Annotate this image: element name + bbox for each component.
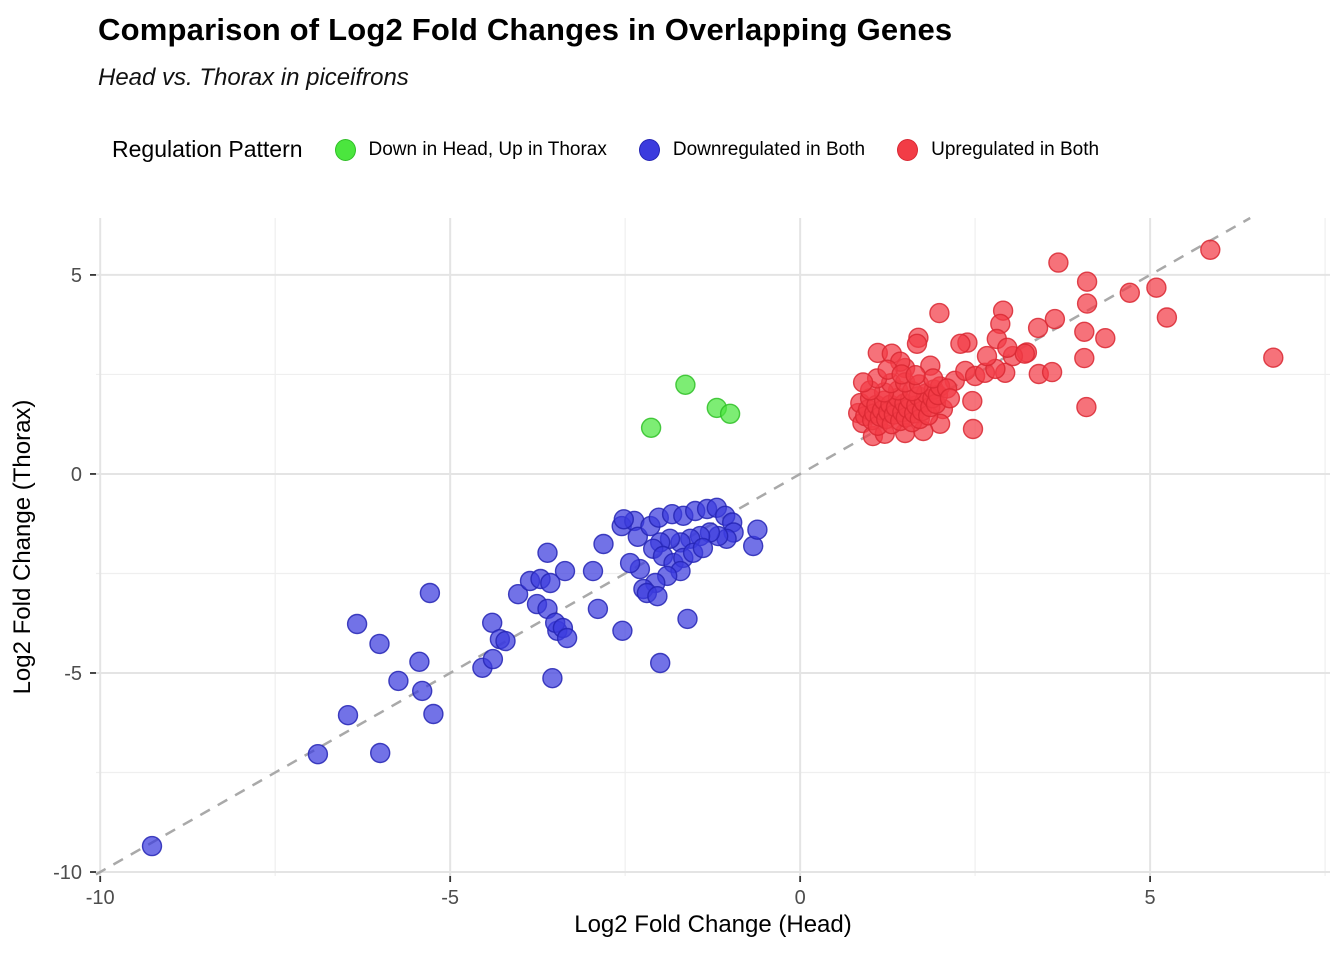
x-tick-label: 5 [1145, 887, 1156, 909]
data-point [141, 835, 163, 857]
legend: Regulation Pattern Down in Head, Up in T… [112, 136, 1099, 163]
data-point [482, 612, 503, 633]
data-point [1146, 277, 1167, 298]
data-point [675, 374, 696, 395]
data-point [962, 418, 984, 440]
data-point [587, 598, 609, 620]
data-point [612, 620, 633, 641]
data-point [1014, 343, 1036, 364]
chart-title: Comparison of Log2 Fold Changes in Overl… [98, 12, 953, 47]
legend-label: Downregulated in Both [672, 138, 866, 160]
data-point [409, 651, 430, 672]
data-point [1044, 308, 1066, 330]
data-point [556, 627, 578, 649]
data-point [852, 372, 874, 393]
green-dot-icon [334, 138, 356, 161]
data-point [1263, 347, 1284, 368]
data-point [906, 333, 928, 354]
y-tick-label: 5 [71, 265, 82, 287]
data-point [307, 744, 329, 765]
data-point [419, 582, 441, 604]
y-tick-label: 0 [71, 464, 82, 486]
data-point [1041, 361, 1063, 383]
data-point [939, 388, 961, 409]
data-point [388, 670, 409, 692]
data-point [537, 542, 558, 563]
data-point [650, 652, 671, 674]
data-point [412, 680, 433, 702]
data-point [1095, 328, 1116, 349]
data-point [482, 648, 504, 670]
chart-subtitle: Head vs. Thorax in piceifrons [98, 64, 409, 91]
data-point [370, 742, 391, 764]
data-point [1076, 293, 1098, 314]
data-point [640, 417, 662, 438]
data-point [1027, 317, 1049, 339]
legend-label: Down in Head, Up in Thorax [368, 138, 607, 160]
data-point [619, 552, 641, 574]
data-point [647, 586, 668, 607]
data-point [950, 333, 971, 354]
legend-title: Regulation Pattern [112, 136, 303, 162]
blue-dot-icon [638, 138, 660, 161]
data-point [613, 509, 634, 530]
data-point [346, 613, 368, 635]
data-point [1076, 396, 1097, 418]
y-tick-label: -10 [53, 862, 82, 884]
data-point [976, 345, 998, 367]
data-point [1119, 282, 1141, 303]
y-axis-title: Log2 Fold Change (Thorax) [9, 400, 36, 695]
data-point [1200, 239, 1221, 261]
data-point [929, 302, 950, 324]
data-point [337, 705, 359, 726]
x-axis-title: Log2 Fold Change (Head) [574, 911, 852, 938]
data-point [1048, 252, 1069, 273]
legend-item-down-both: Downregulated in Both [638, 138, 866, 161]
legend-item-down-up: Down in Head, Up in Thorax [334, 138, 607, 161]
data-point [677, 608, 698, 630]
data-point [540, 572, 561, 594]
x-tick-label: -10 [86, 887, 115, 909]
data-point [1156, 307, 1178, 328]
data-point [542, 668, 563, 689]
data-point [1074, 347, 1095, 369]
data-point [593, 533, 614, 555]
data-point [423, 703, 444, 725]
x-tick-label: 0 [795, 887, 806, 909]
data-point [369, 633, 390, 655]
data-point [719, 403, 741, 424]
data-point [747, 519, 768, 540]
data-point [1076, 271, 1098, 292]
legend-label: Upregulated in Both [931, 138, 1100, 160]
data-point [554, 560, 576, 582]
red-dot-icon [897, 138, 919, 161]
data-point [962, 390, 983, 412]
y-tick-label: -5 [64, 663, 82, 685]
data-point [692, 537, 714, 559]
data-point [905, 365, 926, 386]
data-point [495, 630, 516, 652]
legend-item-up-both: Upregulated in Both [897, 138, 1100, 161]
data-point [507, 584, 529, 605]
x-tick-label: -5 [441, 887, 459, 909]
data-point [997, 337, 1018, 358]
data-point [582, 560, 604, 582]
data-point [1074, 321, 1095, 342]
